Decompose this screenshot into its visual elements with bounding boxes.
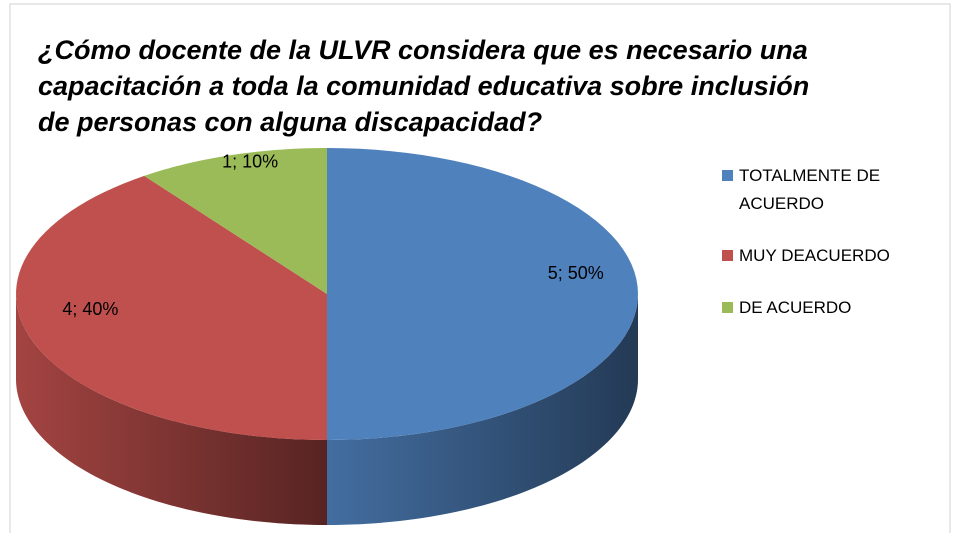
legend-item: MUY DEACUERDO — [722, 242, 949, 270]
slice — [16, 175, 327, 440]
legend-label: TOTALMENTE DE ACUERDO — [739, 166, 881, 213]
legend-swatch — [722, 302, 733, 313]
slice-side-shade — [16, 294, 327, 525]
legend-item: DE ACUERDO — [722, 294, 949, 322]
data-label: 4; 40% — [62, 299, 118, 319]
legend-label: MUY DEACUERDO — [739, 246, 890, 265]
data-label: 5; 50% — [548, 263, 604, 283]
data-label: 1; 10% — [222, 152, 278, 172]
legend-label: DE ACUERDO — [739, 298, 852, 317]
chart-border — [9, 3, 951, 533]
slice — [327, 148, 638, 440]
legend-swatch — [722, 170, 733, 181]
legend: TOTALMENTE DE ACUERDO MUY DEACUERDO DE ACU… — [722, 162, 952, 346]
slice — [144, 148, 327, 294]
legend-item: TOTALMENTE DE ACUERDO — [722, 162, 949, 218]
slice-side-shade — [327, 294, 638, 525]
chart-title: ¿Cómo docente de la ULVR considera que e… — [38, 35, 810, 137]
legend-swatch — [722, 250, 733, 261]
